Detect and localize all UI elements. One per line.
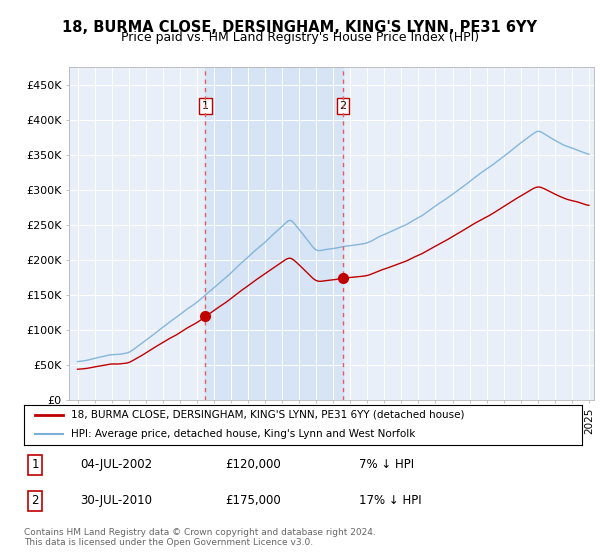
Text: 30-JUL-2010: 30-JUL-2010 — [80, 494, 152, 507]
Text: 1: 1 — [202, 101, 209, 111]
Text: HPI: Average price, detached house, King's Lynn and West Norfolk: HPI: Average price, detached house, King… — [71, 429, 416, 439]
Text: 17% ↓ HPI: 17% ↓ HPI — [359, 494, 421, 507]
Bar — [205, 67, 343, 400]
Text: 1: 1 — [31, 458, 39, 471]
Text: 04-JUL-2002: 04-JUL-2002 — [80, 458, 152, 471]
Text: 2: 2 — [31, 494, 39, 507]
Text: 18, BURMA CLOSE, DERSINGHAM, KING'S LYNN, PE31 6YY (detached house): 18, BURMA CLOSE, DERSINGHAM, KING'S LYNN… — [71, 410, 465, 420]
Text: Price paid vs. HM Land Registry's House Price Index (HPI): Price paid vs. HM Land Registry's House … — [121, 31, 479, 44]
Text: 7% ↓ HPI: 7% ↓ HPI — [359, 458, 414, 471]
Text: £175,000: £175,000 — [225, 494, 281, 507]
Text: £120,000: £120,000 — [225, 458, 281, 471]
Text: Contains HM Land Registry data © Crown copyright and database right 2024.
This d: Contains HM Land Registry data © Crown c… — [24, 528, 376, 547]
Text: 18, BURMA CLOSE, DERSINGHAM, KING'S LYNN, PE31 6YY: 18, BURMA CLOSE, DERSINGHAM, KING'S LYNN… — [62, 20, 538, 35]
Text: 2: 2 — [340, 101, 347, 111]
